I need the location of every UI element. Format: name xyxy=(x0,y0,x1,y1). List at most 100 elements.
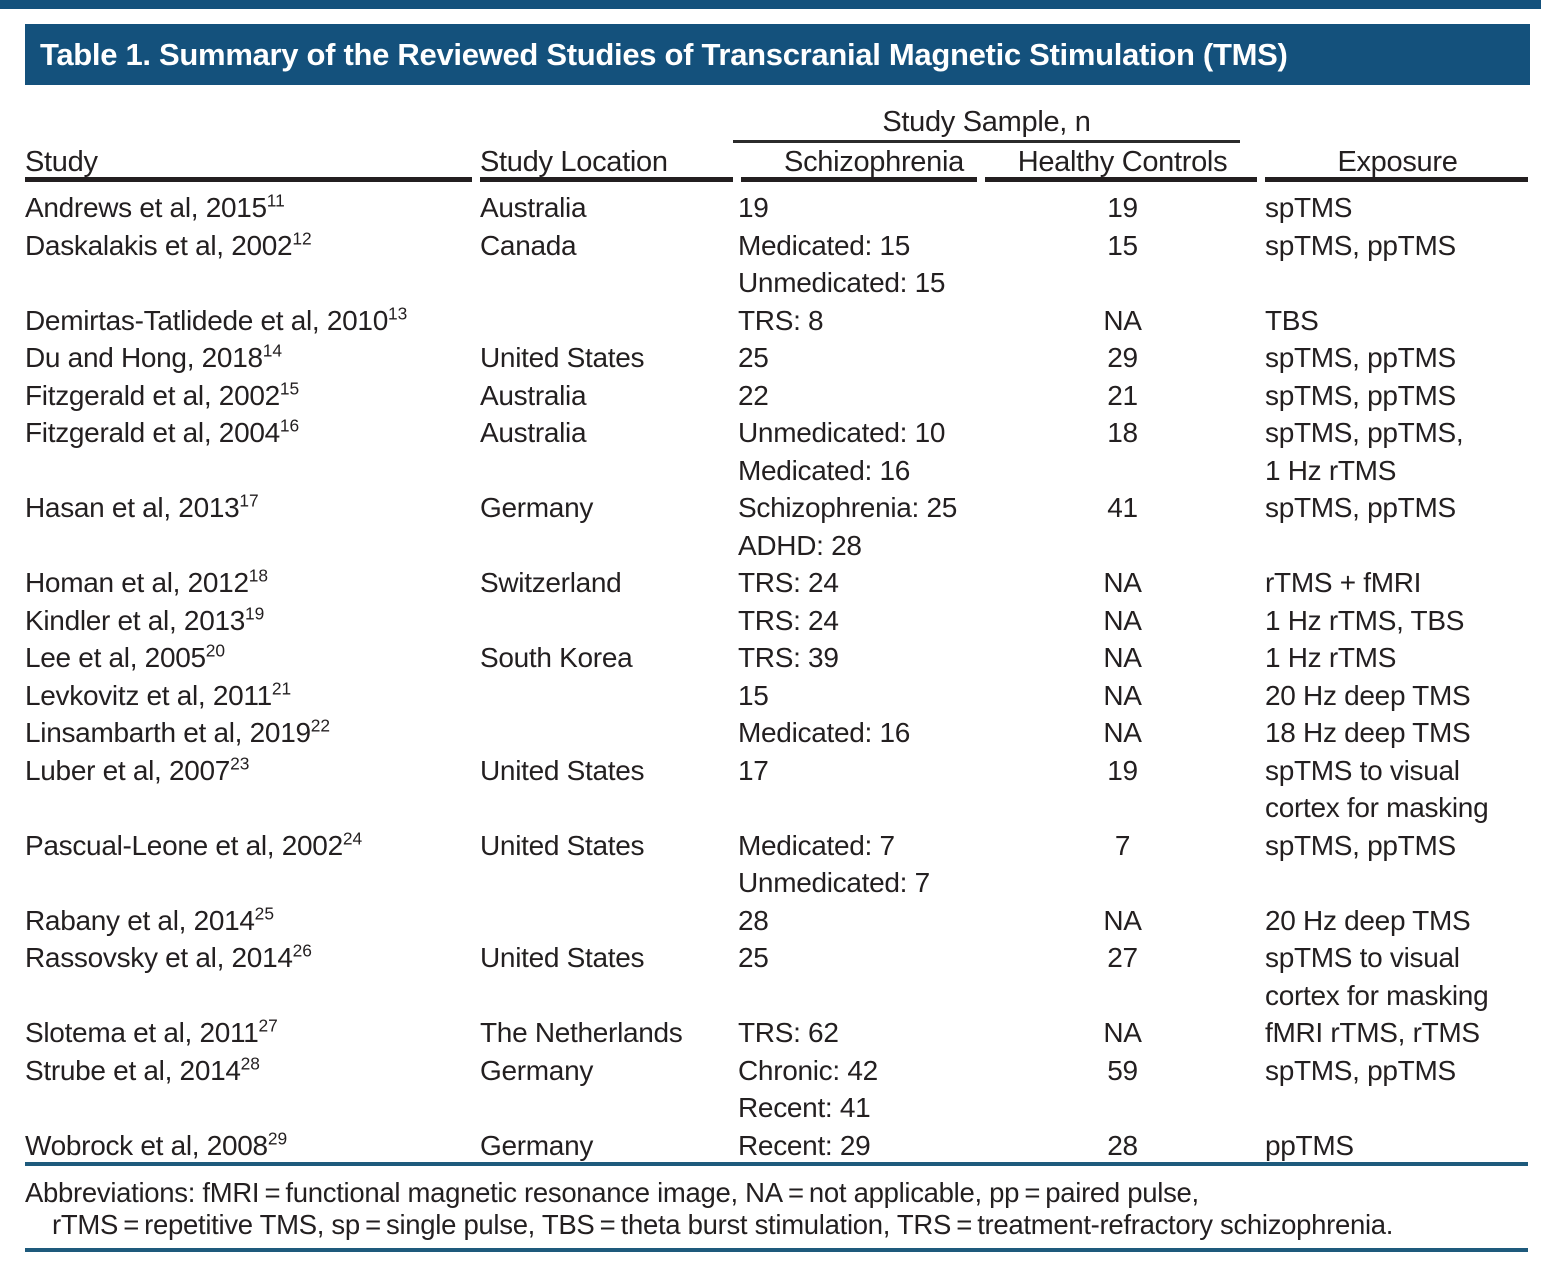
footnote-line-2: rTMS = repetitive TMS, sp = single pulse… xyxy=(52,1209,1394,1240)
cell-schizophrenia-sample: TRS: 24 xyxy=(738,567,839,598)
cell-schizophrenia-sample: Schizophrenia: 25 ADHD: 28 xyxy=(738,492,958,561)
cell-study-location: South Korea xyxy=(480,642,633,673)
cell-study: Rassovsky et al, 201426 xyxy=(25,940,312,973)
cell-study-location: Switzerland xyxy=(480,567,622,598)
cell-study-location xyxy=(480,677,738,715)
cell-study-location xyxy=(480,714,738,752)
table-title-bar: Table 1. Summary of the Reviewed Studies… xyxy=(25,24,1530,85)
cell-study: Daskalakis et al, 200212 xyxy=(25,228,312,261)
citation-superscript: 19 xyxy=(245,603,265,624)
cell-exposure: ppTMS xyxy=(1265,1129,1354,1161)
cell-exposure: 20 Hz deep TMS xyxy=(1265,904,1471,936)
cell-schizophrenia-sample: Medicated: 15 Unmedicated: 15 xyxy=(738,229,946,299)
cell-healthy-controls: 59 xyxy=(1107,1054,1138,1086)
cell-schizophrenia-sample: TRS: 39 xyxy=(738,642,839,673)
cell-exposure: spTMS, ppTMS xyxy=(1265,342,1456,373)
cell-healthy-controls: 15 xyxy=(1107,229,1138,261)
cell-exposure: 18 Hz deep TMS xyxy=(1265,717,1471,748)
citation-superscript: 22 xyxy=(310,715,331,736)
top-rule-bar xyxy=(0,0,1541,9)
cell-exposure: spTMS, ppTMS xyxy=(1265,229,1456,261)
cell-healthy-controls: 18 xyxy=(1107,417,1138,448)
footnote-line-1: Abbreviations: fMRI = functional magneti… xyxy=(25,1177,1199,1208)
cell-study: Fitzgerald et al, 200215 xyxy=(25,378,300,411)
cell-study: Du and Hong, 201814 xyxy=(25,340,283,373)
citation-superscript: 15 xyxy=(279,378,300,399)
table-row: Demirtas-Tatlidede et al, 201013 TRS: 8 NA… xyxy=(0,302,1541,340)
cell-schizophrenia-sample: Chronic: 42 Recent: 41 xyxy=(738,1054,878,1124)
cell-exposure: 20 Hz deep TMS xyxy=(1265,679,1471,711)
cell-schizophrenia-sample: 28 xyxy=(738,904,769,936)
citation-superscript: 21 xyxy=(271,678,292,699)
cell-study-location xyxy=(480,902,738,940)
table-row: Andrews et al, 201511 Australia 19 19 spTMS xyxy=(0,189,1541,227)
table-row: Linsambarth et al, 201922 Medicated: 16 NA… xyxy=(0,714,1541,752)
column-header-exposure: Exposure xyxy=(1337,146,1458,178)
cell-healthy-controls: NA xyxy=(1103,679,1142,711)
cell-study: Andrews et al, 201511 xyxy=(25,190,285,223)
cell-study: Slotema et al, 201127 xyxy=(25,1015,278,1048)
cell-study-location: Australia xyxy=(480,379,587,411)
spanner-underline xyxy=(733,140,1240,143)
cell-healthy-controls: 7 xyxy=(1114,829,1131,861)
cell-study-location: United States xyxy=(480,754,645,786)
table-header-row: Study Study Location Schizophrenia Healt… xyxy=(0,144,1530,182)
cell-study: Linsambarth et al, 201922 xyxy=(25,715,331,748)
cell-schizophrenia-sample: 22 xyxy=(738,379,769,411)
cell-healthy-controls: 41 xyxy=(1107,492,1138,523)
cell-study: Fitzgerald et al, 200416 xyxy=(25,415,300,448)
cell-healthy-controls: 19 xyxy=(1107,192,1138,223)
cell-healthy-controls: NA xyxy=(1103,1017,1142,1048)
cell-exposure: spTMS to visual cortex for masking xyxy=(1265,754,1489,824)
table-title: Table 1. Summary of the Reviewed Studies… xyxy=(40,36,1288,72)
table-row: Homan et al, 201218 Switzerland TRS: 24 NA r… xyxy=(0,564,1541,602)
cell-healthy-controls: 27 xyxy=(1107,942,1138,973)
cell-study: Lee et al, 200520 xyxy=(25,640,226,673)
citation-superscript: 23 xyxy=(230,753,250,774)
cell-exposure: 1 Hz rTMS xyxy=(1265,642,1397,673)
cell-study-location: Germany xyxy=(480,492,594,523)
cell-schizophrenia-sample: 25 xyxy=(738,942,769,973)
cell-healthy-controls: 21 xyxy=(1107,379,1138,411)
cell-study: Kindler et al, 201319 xyxy=(25,603,265,636)
cell-healthy-controls: 29 xyxy=(1107,342,1138,373)
column-header-study-location: Study Location xyxy=(480,146,668,178)
cell-study-location xyxy=(480,602,738,640)
cell-healthy-controls: NA xyxy=(1103,904,1142,936)
table-row: Hasan et al, 201317 Germany Schizophrenia:… xyxy=(0,489,1541,564)
table-row: Fitzgerald et al, 200416 Australia Unmedic… xyxy=(0,414,1541,489)
cell-study: Homan et al, 201218 xyxy=(25,565,269,598)
citation-superscript: 27 xyxy=(258,1015,278,1036)
cell-study-location: Canada xyxy=(480,229,577,261)
cell-exposure: spTMS xyxy=(1265,192,1353,223)
cell-healthy-controls: NA xyxy=(1103,717,1142,748)
citation-superscript: 28 xyxy=(240,1053,260,1074)
citation-superscript: 29 xyxy=(267,1128,288,1149)
cell-exposure: spTMS to visual cortex for masking xyxy=(1265,942,1489,1011)
cell-exposure: fMRI rTMS, rTMS xyxy=(1265,1017,1480,1048)
citation-superscript: 18 xyxy=(248,565,269,586)
table-row: Levkovitz et al, 201121 15 NA 20 Hz deep TM… xyxy=(0,677,1541,715)
cell-study: Demirtas-Tatlidede et al, 201013 xyxy=(25,303,408,336)
cell-study: Hasan et al, 201317 xyxy=(25,490,259,523)
cell-healthy-controls: 28 xyxy=(1107,1129,1138,1161)
cell-healthy-controls: 19 xyxy=(1107,754,1138,786)
cell-healthy-controls: NA xyxy=(1103,567,1142,598)
cell-exposure: spTMS, ppTMS xyxy=(1265,492,1456,523)
cell-study-location: Australia xyxy=(480,192,587,223)
cell-schizophrenia-sample: 17 xyxy=(738,754,769,786)
table-row: Lee et al, 200520 South Korea TRS: 39 NA 1 H… xyxy=(0,639,1541,677)
cell-study: Pascual-Leone et al, 200224 xyxy=(25,828,363,861)
citation-superscript: 24 xyxy=(342,828,363,849)
cell-exposure: 1 Hz rTMS, TBS xyxy=(1265,604,1465,636)
citation-superscript: 11 xyxy=(266,190,285,211)
cell-healthy-controls: NA xyxy=(1103,642,1142,673)
table-row: Daskalakis et al, 200212 Canada Medicated:… xyxy=(0,227,1541,302)
table-row: Pascual-Leone et al, 200224 United States… xyxy=(0,827,1541,902)
cell-schizophrenia-sample: Medicated: 7 Unmedicated: 7 xyxy=(738,829,930,899)
cell-schizophrenia-sample: Recent: 29 xyxy=(738,1129,871,1161)
cell-schizophrenia-sample: 15 xyxy=(738,679,769,711)
cell-schizophrenia-sample: Unmedicated: 10 Medicated: 16 xyxy=(738,417,946,486)
citation-superscript: 25 xyxy=(254,903,274,924)
